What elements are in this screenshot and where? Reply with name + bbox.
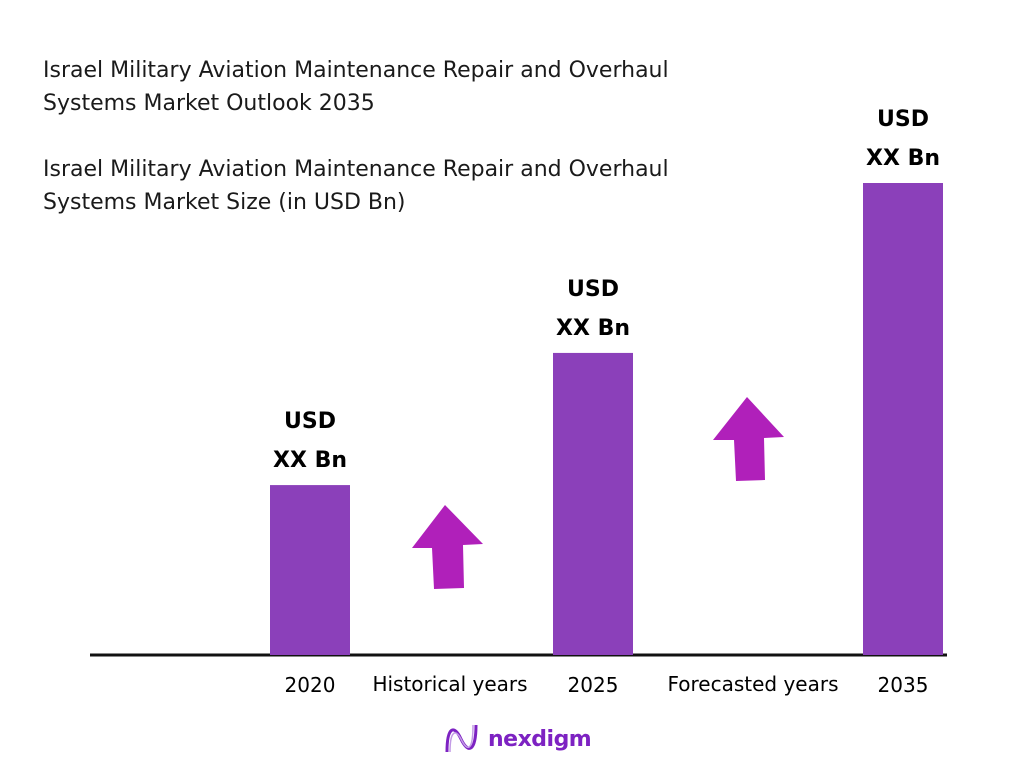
- nexdigm-logo: nexdigm: [444, 722, 592, 756]
- period-label-forecast: Forecasted years: [667, 672, 838, 696]
- growth-arrow-historical: [412, 505, 483, 589]
- data-label-2025-value: XX Bn: [556, 316, 630, 341]
- period-label-historical: Historical years: [372, 672, 527, 696]
- chart-title: Israel Military Aviation Maintenance Rep…: [43, 58, 669, 116]
- data-label-2035-currency: USD: [877, 107, 929, 132]
- x-tick-2025: 2025: [568, 673, 619, 697]
- x-tick-2035: 2035: [878, 673, 929, 697]
- chart-subtitle: Israel Military Aviation Maintenance Rep…: [43, 157, 669, 215]
- data-label-2020-currency: USD: [284, 409, 336, 434]
- x-tick-2020: 2020: [285, 673, 336, 697]
- data-label-2025-currency: USD: [567, 277, 619, 302]
- bar-2025: [553, 352, 633, 655]
- bar-2020: [270, 485, 350, 655]
- brand-name: nexdigm: [488, 726, 592, 752]
- data-label-2020-value: XX Bn: [273, 448, 347, 473]
- nexdigm-wave-icon: [445, 724, 478, 753]
- data-label-2035-value: XX Bn: [866, 146, 940, 171]
- bar-2035: [863, 183, 943, 655]
- growth-arrow-forecast: [713, 397, 784, 481]
